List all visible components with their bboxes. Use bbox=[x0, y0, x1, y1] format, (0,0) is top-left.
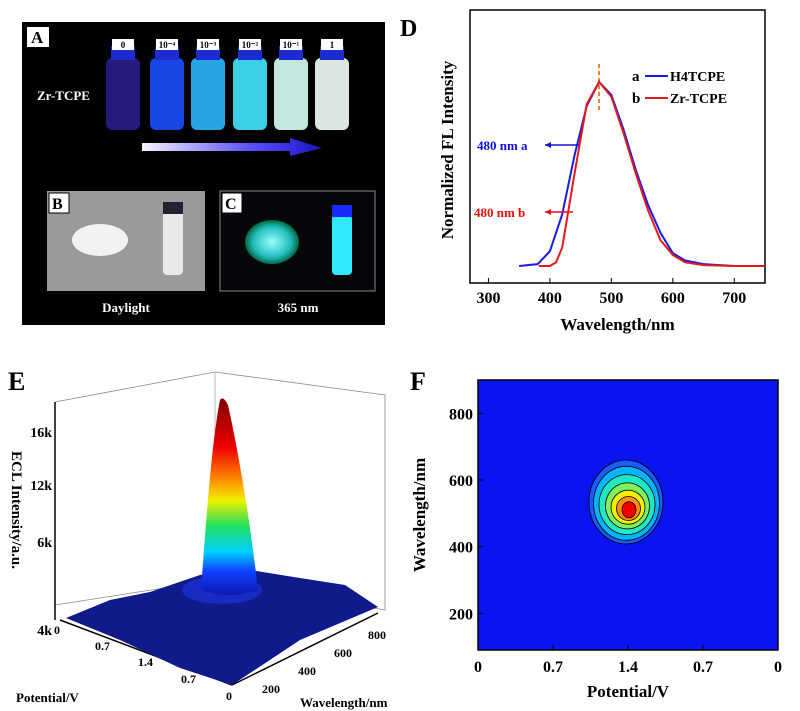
sample-label: Zr-TCPE bbox=[37, 88, 90, 103]
x-tick-label: 0 bbox=[226, 689, 232, 703]
ecl-surface-chart: 4k 6k 12k 16k ECL Intensity/a.u. 0 0.7 1.4 0.7 0 P… bbox=[8, 371, 388, 710]
vial-daylight bbox=[163, 210, 183, 275]
x-tick-label: 0 bbox=[774, 659, 782, 676]
panel-b-letter-box bbox=[48, 192, 70, 214]
y-tick-label: 800 bbox=[449, 406, 473, 423]
vial bbox=[274, 58, 308, 130]
y-axis bbox=[231, 612, 379, 686]
concentration-arrow bbox=[142, 138, 322, 156]
panel-e-letter: E bbox=[8, 367, 25, 396]
x-tick-label: 0.7 bbox=[181, 672, 196, 686]
panel-a-letter-box bbox=[27, 27, 49, 47]
panel-c-caption: 365 nm bbox=[278, 300, 319, 315]
annotation-arrowhead bbox=[545, 142, 551, 148]
x-tick-label: 1.4 bbox=[138, 655, 153, 669]
legend-label: H4TCPE bbox=[670, 70, 725, 85]
y-tick-label: 200 bbox=[262, 682, 280, 696]
vial bbox=[191, 58, 225, 130]
panel-c-letter-box bbox=[221, 192, 243, 214]
x-axis-label: Potential/V bbox=[16, 690, 79, 705]
contour-level bbox=[621, 501, 637, 519]
vial-row: 0 10⁻⁴ 10⁻³ 10⁻² 10⁻¹ 1 bbox=[106, 39, 349, 130]
z-tick-label: 4k bbox=[37, 624, 52, 639]
x-axis-label: Potential/V bbox=[587, 682, 670, 701]
plot-frame bbox=[469, 9, 766, 284]
x-tick-label: 500 bbox=[599, 290, 623, 307]
concentration-label-box bbox=[112, 39, 134, 50]
x-tick-label: 700 bbox=[722, 290, 746, 307]
panel-a-letter: A bbox=[31, 28, 44, 47]
y-tick-label: 200 bbox=[449, 606, 473, 623]
legend-letter: a bbox=[632, 69, 640, 85]
white-powder bbox=[72, 224, 128, 256]
z-tick-label: 12k bbox=[30, 479, 52, 494]
y-axis-label: Normalized FL Intensity bbox=[438, 60, 457, 239]
z-tick-label: 6k bbox=[37, 536, 52, 551]
panel-d-letter: D bbox=[400, 16, 417, 42]
x-tick-label: 0.7 bbox=[543, 659, 563, 676]
concentration-label: 10⁻² bbox=[242, 40, 259, 50]
annotation-label: 480 nm b bbox=[474, 205, 525, 220]
concentration-label: 10⁻³ bbox=[200, 40, 217, 50]
vial-cap bbox=[163, 202, 183, 214]
concentration-label-box bbox=[280, 39, 302, 50]
legend-letter: b bbox=[632, 91, 640, 107]
vial bbox=[106, 58, 140, 130]
y-tick-label: 400 bbox=[298, 664, 316, 678]
y-tick-label: 600 bbox=[449, 473, 473, 490]
annotation-arrowhead bbox=[545, 209, 551, 215]
vial bbox=[150, 58, 184, 130]
x-tick-label: 0.7 bbox=[95, 639, 110, 653]
x-tick-label: 0 bbox=[474, 659, 482, 676]
x-tick-label: 1.4 bbox=[618, 659, 638, 676]
vial-cap bbox=[332, 205, 352, 217]
concentration-label-box bbox=[239, 39, 261, 50]
x-tick-label: 400 bbox=[538, 290, 562, 307]
x-tick-label: 300 bbox=[476, 290, 500, 307]
surface-floor bbox=[66, 570, 378, 685]
concentration-label: 10⁻¹ bbox=[283, 40, 300, 50]
panel-f-letter: F bbox=[410, 367, 426, 396]
vial bbox=[233, 58, 267, 130]
concentration-label: 10⁻⁴ bbox=[159, 40, 176, 50]
z-axis-label: ECL Intensity/a.u. bbox=[8, 451, 24, 569]
y-tick-label: 400 bbox=[449, 540, 473, 557]
y-axis-label: Wavelength/nm bbox=[410, 458, 429, 572]
concentration-label-box bbox=[156, 39, 178, 50]
fluorescent-powder bbox=[245, 220, 299, 264]
surface-peak bbox=[201, 398, 258, 595]
vial-uv bbox=[332, 215, 352, 275]
x-tick-label: 600 bbox=[661, 290, 685, 307]
concentration-label: 0 bbox=[121, 40, 126, 50]
x-tick-label: 0 bbox=[54, 623, 60, 637]
series-line-zr-tcpe bbox=[538, 80, 765, 267]
annotation-label: 480 nm a bbox=[477, 138, 528, 153]
y-tick-label: 600 bbox=[334, 646, 352, 660]
concentration-label-box bbox=[197, 39, 219, 50]
ecl-contour-chart: 200 400 600 800 0 0.7 1.4 0.7 0 Potential/V Wavele… bbox=[410, 379, 782, 701]
y-tick-label: 800 bbox=[368, 628, 386, 642]
concentration-label: 1 bbox=[330, 40, 335, 50]
series-line-h4tcpe bbox=[519, 80, 765, 267]
panel-b-letter: B bbox=[52, 196, 63, 213]
vial bbox=[315, 58, 349, 130]
concentration-label-box bbox=[321, 39, 343, 50]
x-tick-label: 0.7 bbox=[693, 659, 713, 676]
y-axis-label: Wavelength/nm bbox=[300, 695, 388, 710]
z-tick-label: 16k bbox=[30, 426, 52, 441]
x-axis-label: Wavelength/nm bbox=[560, 315, 674, 334]
legend-label: Zr-TCPE bbox=[670, 92, 727, 107]
fl-spectrum-chart: 300 400 500 600 700 Wavelength/nm Normalized F… bbox=[438, 9, 766, 334]
panel-c-letter: C bbox=[225, 196, 237, 213]
panel-b-caption: Daylight bbox=[102, 300, 150, 315]
